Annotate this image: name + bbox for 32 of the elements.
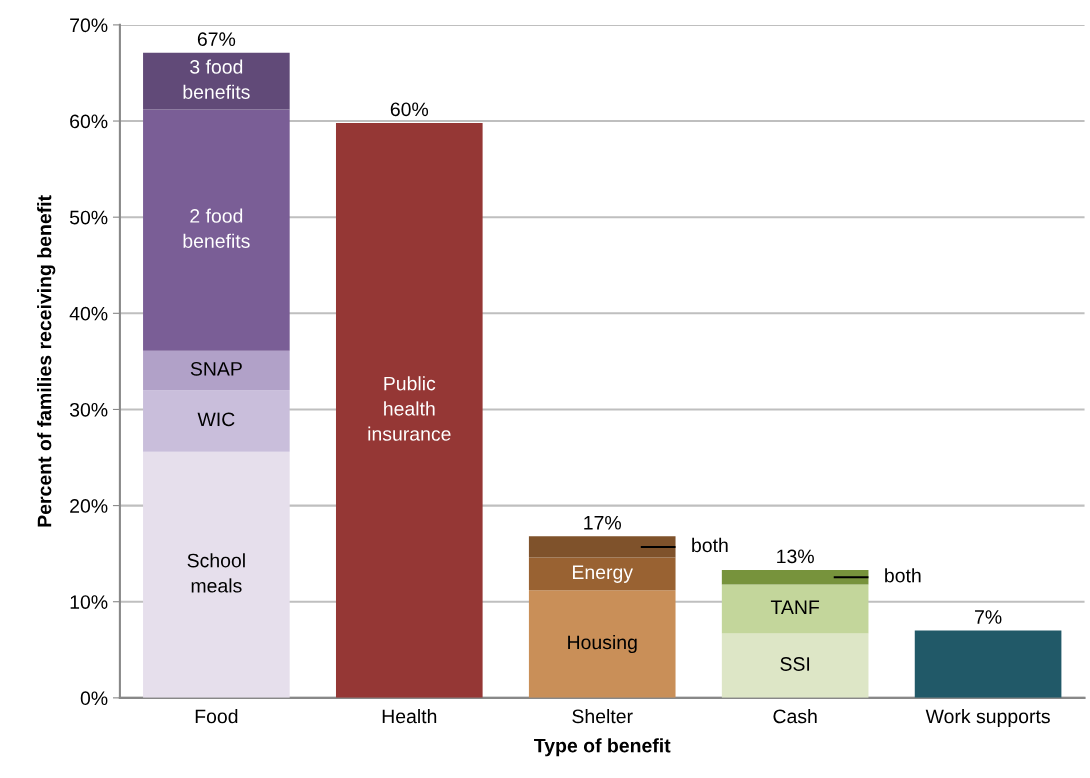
series-label: both	[885, 568, 921, 583]
y-tick-label: 10%	[70, 595, 108, 609]
series-label: 3 food benefits	[183, 59, 250, 99]
x-tick-label: Work supports	[925, 708, 1050, 728]
y-tick-label: 50%	[69, 210, 108, 225]
y-tick-label: 30%	[69, 402, 108, 417]
series-label: WIC	[197, 412, 235, 427]
x-tick-label: Health	[382, 708, 437, 724]
x-axis-title: Type of benefit	[534, 738, 671, 757]
y-tick-label: 60%	[70, 114, 108, 129]
series-label: TANF	[770, 600, 820, 614]
series-label: 2 food benefits	[183, 208, 250, 248]
x-tick-label: Cash	[773, 708, 817, 724]
y-tick-label: 40%	[69, 306, 108, 321]
y-tick-label: 20%	[70, 499, 108, 513]
y-tick-label: 70%	[70, 18, 108, 33]
y-tick-label: 0%	[80, 691, 108, 706]
total-label: 17%	[584, 515, 621, 530]
series-label: SSI	[780, 657, 810, 671]
y-axis-title: Percent of families receiving benefit	[37, 195, 56, 527]
series-label: Housing	[568, 634, 637, 654]
series-label: Energy	[573, 565, 633, 583]
x-tick-label: Food	[195, 708, 238, 724]
series-label: SNAP	[190, 361, 242, 376]
total-label: 67%	[197, 32, 236, 47]
series-label: Public health insurance	[368, 376, 451, 441]
series-label: School meals	[187, 553, 245, 593]
x-tick-label: Shelter	[572, 708, 633, 724]
total-label: 7%	[975, 610, 1002, 624]
series-label: both	[692, 537, 728, 553]
total-label: 60%	[390, 102, 429, 117]
total-label: 13%	[777, 549, 814, 564]
